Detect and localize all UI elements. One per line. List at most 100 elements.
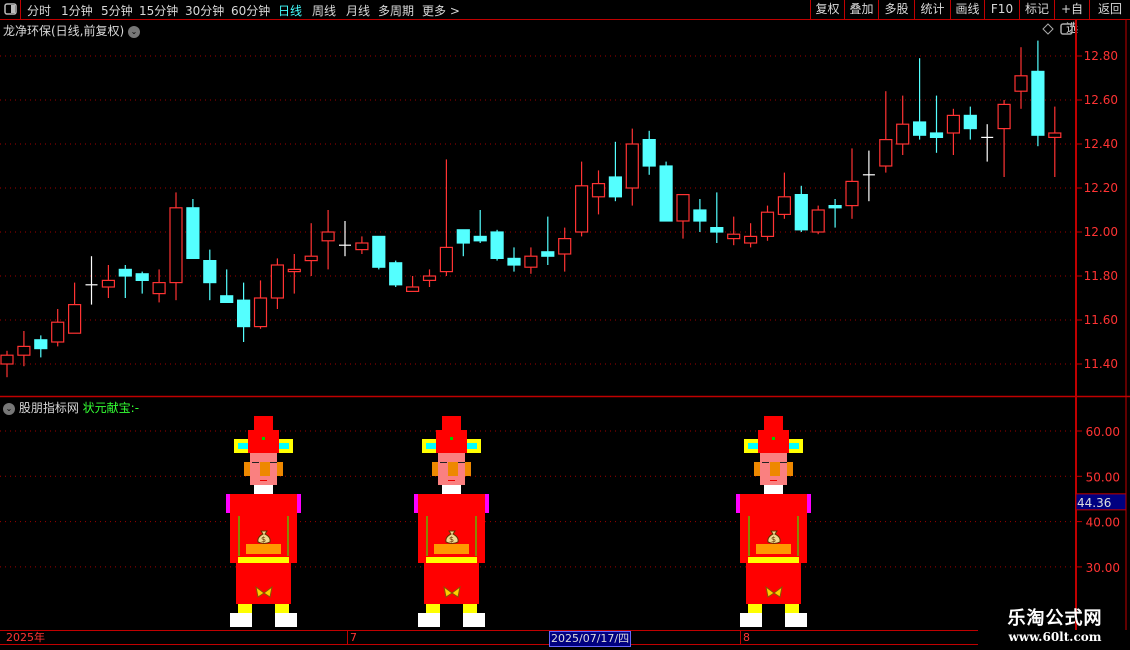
toolbar-button[interactable]: 多股 xyxy=(878,0,914,19)
ear-right xyxy=(277,462,283,476)
candle-body xyxy=(389,262,403,286)
period-tab[interactable]: 30分钟 xyxy=(185,4,225,18)
toolbar-button[interactable]: 统计 xyxy=(914,0,950,19)
y-tick-label: 12.20 xyxy=(1084,181,1118,195)
mouth xyxy=(448,480,455,481)
toolbar-button[interactable]: F10 xyxy=(984,0,1019,19)
chevron-down-icon[interactable]: ⌄ xyxy=(128,25,141,38)
toolbar-button[interactable]: 叠加 xyxy=(844,0,878,19)
panel-icon xyxy=(1060,23,1073,35)
candle xyxy=(34,335,48,358)
candle-body xyxy=(287,268,301,273)
panel-icon xyxy=(4,3,17,15)
candle-body xyxy=(186,207,200,260)
ear-left xyxy=(244,462,250,476)
candle xyxy=(591,170,606,215)
shoe-right xyxy=(275,613,297,627)
indicator-name: 状元献宝:- xyxy=(82,401,140,415)
hat-gem xyxy=(262,437,265,440)
candle xyxy=(203,249,217,301)
period-tab[interactable]: 分时 xyxy=(27,4,52,18)
candle-body xyxy=(879,139,893,167)
date-label-july: 7 xyxy=(347,631,357,645)
toolbar-button[interactable]: 返回 xyxy=(1089,0,1130,19)
skirt xyxy=(746,563,801,604)
candle xyxy=(118,265,132,298)
toolbar-button[interactable]: 复权 xyxy=(810,0,844,19)
hat-wing-inner-right xyxy=(789,443,799,449)
candle xyxy=(339,221,351,257)
tray xyxy=(246,544,281,554)
foot-left xyxy=(238,604,252,613)
robe-line-left xyxy=(748,516,750,556)
layout-toggle-button[interactable] xyxy=(0,0,21,20)
candle-body xyxy=(811,209,825,233)
candle-body xyxy=(439,246,453,273)
candle-body xyxy=(152,282,166,295)
candle xyxy=(777,172,792,219)
period-tab[interactable]: 5分钟 xyxy=(101,4,133,18)
nose xyxy=(448,462,458,476)
candle-body xyxy=(51,321,65,343)
candle xyxy=(321,210,335,270)
skirt xyxy=(236,563,291,604)
candle-body xyxy=(456,229,470,244)
tray xyxy=(434,544,469,554)
candle-body xyxy=(220,295,234,303)
hat-wing-inner-left xyxy=(426,443,436,449)
date-label-year: 2025年 xyxy=(6,631,45,644)
candle-body xyxy=(118,268,132,277)
period-tab[interactable]: 1分钟 xyxy=(61,4,93,18)
indicator-tick-label: 40.00 xyxy=(1086,516,1120,530)
toolbar-button[interactable]: 画线 xyxy=(950,0,984,19)
candle xyxy=(237,282,251,342)
indicator-tick-label: 50.00 xyxy=(1086,470,1120,484)
chevron-down-icon[interactable]: ⌄ xyxy=(3,402,15,415)
candle xyxy=(879,91,893,173)
shoe-left xyxy=(230,613,252,627)
candle xyxy=(558,227,572,272)
indicator-tick-label: 60.00 xyxy=(1086,425,1120,439)
hat-top xyxy=(254,416,273,430)
candle xyxy=(659,161,673,222)
zhuangyuan-figure: $ xyxy=(220,410,310,630)
candle xyxy=(270,258,284,309)
period-tab[interactable]: 60分钟 xyxy=(231,4,271,18)
candle xyxy=(676,194,690,239)
candle xyxy=(253,280,268,329)
butterfly-icon xyxy=(765,585,783,598)
toolbar-button[interactable]: 标记 xyxy=(1019,0,1054,19)
candle-body xyxy=(135,273,149,281)
candle xyxy=(981,124,994,162)
period-tab[interactable]: 多周期 xyxy=(378,4,415,18)
belt xyxy=(426,557,477,563)
mouth xyxy=(770,480,777,481)
zhuangyuan-figure: $ xyxy=(730,410,820,630)
candle-body xyxy=(101,279,116,288)
period-tab[interactable]: 更多 > xyxy=(422,4,460,18)
candle xyxy=(1048,106,1062,177)
date-cursor-label: 2025/07/17/四 xyxy=(549,631,632,647)
ear-right xyxy=(465,462,471,476)
candle xyxy=(304,223,318,276)
eyebrow-right xyxy=(780,462,787,463)
period-tab[interactable]: 日线 xyxy=(278,4,303,18)
candle-body xyxy=(693,209,707,222)
hat xyxy=(758,430,789,453)
foot-right xyxy=(275,604,289,613)
y-tick-label: 12.60 xyxy=(1084,93,1118,107)
period-tab[interactable]: 15分钟 xyxy=(139,4,179,18)
hat-top xyxy=(764,416,783,430)
stock-title: 龙净环保(日线,前复权) xyxy=(3,24,125,38)
candle xyxy=(574,161,589,237)
period-tab[interactable]: 月线 xyxy=(346,4,371,18)
period-tab[interactable]: 周线 xyxy=(312,4,337,18)
candle-body xyxy=(710,227,724,233)
candle-body xyxy=(574,185,589,233)
candle xyxy=(135,271,149,294)
candle xyxy=(287,254,301,294)
zhuangyuan-figure: $ xyxy=(408,410,498,630)
candle-body xyxy=(507,257,521,266)
candle-body xyxy=(237,299,251,328)
candle-body xyxy=(946,114,961,134)
